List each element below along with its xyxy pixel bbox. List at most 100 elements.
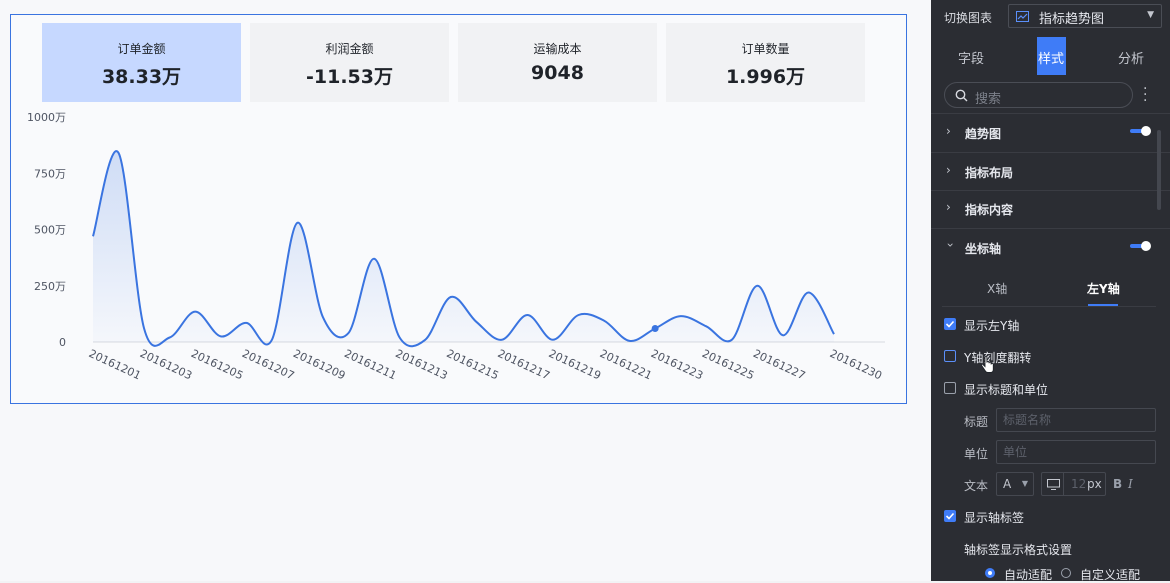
font-color-select[interactable]: A ▼ bbox=[996, 472, 1034, 496]
unit-input[interactable]: 单位 bbox=[996, 440, 1156, 464]
x-tick-label: 20161213 bbox=[393, 347, 449, 382]
font-size-input[interactable]: 12 px bbox=[1041, 472, 1106, 496]
tab-analysis[interactable]: 分析 bbox=[1118, 52, 1145, 67]
x-tick-label: 20161225 bbox=[700, 347, 756, 382]
y-tick-label: 500万 bbox=[34, 224, 66, 237]
tab-fields[interactable]: 字段 bbox=[958, 52, 985, 67]
report-canvas: 订单金额 38.33万 利润金额 -11.53万 运输成本 9048 订单数量 … bbox=[10, 14, 907, 404]
kpi-label: 订单金额 bbox=[117, 42, 166, 56]
chevron-down-icon: ▼ bbox=[1021, 479, 1028, 488]
x-tick-label: 20161223 bbox=[649, 347, 705, 382]
y-tick-label: 1000万 bbox=[27, 111, 66, 124]
x-tick-label: 20161211 bbox=[342, 347, 398, 382]
kpi-label: 利润金额 bbox=[325, 42, 374, 56]
axis-label-format-heading: 轴标签显示格式设置 bbox=[964, 543, 1073, 557]
switch-chart-label: 切换图表 bbox=[944, 11, 993, 25]
title-field-label: 标题 bbox=[964, 415, 989, 429]
auto-fit-radio[interactable] bbox=[985, 568, 995, 578]
x-tick-label: 20161215 bbox=[444, 347, 500, 382]
font-size-value: 12 bbox=[1071, 477, 1087, 491]
monitor-icon bbox=[1047, 479, 1060, 490]
text-style-label: 文本 bbox=[964, 479, 989, 493]
y-flip-label: Y轴刻度翻转 bbox=[964, 351, 1032, 365]
unit-field-label: 单位 bbox=[964, 447, 989, 461]
kpi-value: 9048 bbox=[531, 62, 584, 84]
x-tick-label: 20161230 bbox=[828, 347, 884, 382]
x-axis: 2016120120161203201612052016120720161209… bbox=[87, 347, 884, 382]
chevron-down-icon[interactable]: › bbox=[943, 242, 958, 248]
chevron-right-icon[interactable]: › bbox=[946, 163, 951, 177]
chevron-right-icon[interactable]: › bbox=[946, 124, 951, 138]
y-tick-label: 250万 bbox=[34, 280, 66, 293]
chart-type-value: 指标趋势图 bbox=[1039, 12, 1105, 27]
title-input[interactable]: 标题名称 bbox=[996, 408, 1156, 432]
show-left-y-label: 显示左Y轴 bbox=[964, 319, 1020, 333]
axis-toggle[interactable] bbox=[1130, 241, 1151, 251]
font-size-unit: px bbox=[1087, 477, 1102, 491]
series-line bbox=[92, 150, 835, 348]
show-left-y-checkbox[interactable] bbox=[944, 318, 956, 330]
y-tick-label: 0 bbox=[59, 336, 66, 349]
tab-style-highlight bbox=[1037, 37, 1066, 75]
x-tick-label: 20161201 bbox=[87, 347, 143, 382]
divider bbox=[931, 228, 1170, 229]
y-flip-checkbox[interactable] bbox=[944, 350, 956, 362]
x-tick-label: 20161219 bbox=[547, 347, 603, 382]
kpi-card-order-count[interactable]: 订单数量 1.996万 bbox=[666, 23, 865, 102]
show-axis-labels-label: 显示轴标签 bbox=[964, 511, 1025, 525]
trend-toggle[interactable] bbox=[1130, 126, 1151, 136]
section-indicator-content[interactable]: 指标内容 bbox=[965, 203, 1014, 217]
x-tick-label: 20161217 bbox=[496, 347, 552, 382]
more-options-icon[interactable]: · · · bbox=[1143, 81, 1148, 109]
bold-toggle[interactable]: B bbox=[1113, 477, 1123, 491]
chevron-down-icon: ▼ bbox=[1147, 10, 1154, 20]
custom-fit-label: 自定义适配 bbox=[1080, 568, 1141, 582]
section-indicator-layout[interactable]: 指标布局 bbox=[965, 166, 1014, 180]
series-points bbox=[651, 325, 659, 332]
divider bbox=[931, 152, 1170, 153]
kpi-value: -11.53万 bbox=[306, 66, 393, 88]
custom-fit-radio[interactable] bbox=[1061, 568, 1071, 578]
show-title-unit-label: 显示标题和单位 bbox=[964, 383, 1049, 397]
section-trend[interactable]: 趋势图 bbox=[965, 127, 1002, 141]
auto-fit-label: 自动适配 bbox=[1004, 568, 1053, 582]
kpi-label: 订单数量 bbox=[741, 42, 790, 56]
tab-x-axis[interactable]: X轴 bbox=[987, 282, 1008, 296]
section-axis[interactable]: 坐标轴 bbox=[965, 242, 1002, 256]
chart-type-select[interactable]: 指标趋势图 ▼ bbox=[1008, 4, 1162, 28]
x-tick-label: 20161209 bbox=[291, 347, 347, 382]
style-panel: 切换图表 指标趋势图 ▼ 字段 样式 分析 搜索 · · · › 趋势图 › 指标布… bbox=[931, 0, 1170, 582]
search-icon bbox=[955, 89, 968, 102]
indicator-trend-chart[interactable]: 订单金额 38.33万 利润金额 -11.53万 运输成本 9048 订单数量 … bbox=[10, 14, 907, 404]
show-title-unit-checkbox[interactable] bbox=[944, 382, 956, 394]
x-tick-label: 20161205 bbox=[189, 347, 245, 382]
active-tab-indicator bbox=[1088, 304, 1118, 306]
italic-toggle[interactable]: I bbox=[1128, 477, 1133, 491]
hand-cursor-icon bbox=[981, 356, 994, 373]
tab-left-y-axis[interactable]: 左Y轴 bbox=[1087, 282, 1120, 296]
search-input[interactable]: 搜索 bbox=[944, 82, 1133, 108]
chevron-right-icon[interactable]: › bbox=[946, 200, 951, 214]
y-tick-label: 750万 bbox=[34, 167, 66, 180]
kpi-card-shipping-cost[interactable]: 运输成本 9048 bbox=[458, 23, 657, 102]
x-tick-label: 20161207 bbox=[240, 347, 296, 382]
panel-scrollbar[interactable] bbox=[1157, 130, 1161, 210]
kpi-value: 1.996万 bbox=[725, 66, 806, 88]
x-tick-label: 20161227 bbox=[751, 347, 807, 382]
kpi-value: 38.33万 bbox=[101, 66, 182, 88]
x-tick-label: 20161203 bbox=[138, 347, 194, 382]
font-letter: A bbox=[1003, 477, 1012, 491]
x-tick-label: 20161221 bbox=[598, 347, 654, 382]
divider bbox=[942, 306, 1156, 307]
divider bbox=[931, 113, 1170, 114]
kpi-card-profit-amount[interactable]: 利润金额 -11.53万 bbox=[250, 23, 449, 102]
data-point-highlight[interactable] bbox=[651, 325, 659, 332]
tab-style[interactable]: 样式 bbox=[1038, 52, 1065, 67]
divider bbox=[931, 190, 1170, 191]
kpi-label: 运输成本 bbox=[533, 42, 582, 56]
show-axis-labels-checkbox[interactable] bbox=[944, 510, 956, 522]
y-axis: 0 250万 500万 750万 1000万 bbox=[27, 111, 66, 349]
kpi-card-order-amount[interactable]: 订单金额 38.33万 bbox=[42, 23, 241, 102]
search-placeholder: 搜索 bbox=[975, 92, 1002, 107]
